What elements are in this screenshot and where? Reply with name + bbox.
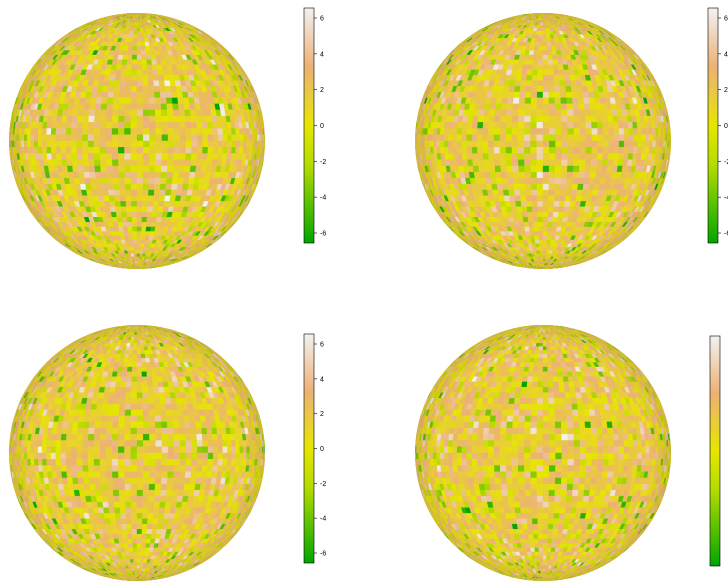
colorbar-tick-label: 4	[320, 376, 324, 383]
colorbar-tick-label: 6	[724, 16, 728, 23]
colorbar-tick-label: 6	[320, 342, 324, 349]
colorbar-tick-label: 6	[320, 16, 324, 23]
colorbar-tick-label: -4	[320, 195, 326, 202]
colorbar-tick-label: -6	[320, 231, 326, 238]
colorbar-tick-label: 0	[320, 446, 324, 453]
colorbar-gradient	[707, 7, 719, 244]
colorbar-tick-label: 4	[320, 51, 324, 58]
sphere-shading	[9, 13, 265, 269]
colorbar-4	[709, 335, 721, 567]
colorbar-tick-label: 4	[724, 51, 728, 58]
colorbar-tick-label: -4	[724, 195, 728, 202]
sphere-panel-1: 6 4 2 0 -2 -4 -6	[9, 7, 326, 269]
colorbar-tick-label: -2	[724, 159, 728, 166]
sphere-panel-4	[415, 325, 721, 581]
sphere-heatmap-2	[415, 13, 671, 269]
colorbar-tick-label: 2	[724, 87, 728, 94]
colorbar-tick-label: 2	[320, 87, 324, 94]
sphere-heatmap-4	[415, 325, 671, 581]
colorbar-tick-label: -2	[320, 481, 326, 488]
colorbar-tick-label: -2	[320, 159, 326, 166]
colorbar-tick-label: 0	[320, 123, 324, 130]
sphere-panel-3: 6 4 2 0 -2 -4 -6	[9, 325, 326, 581]
colorbar-3: 6 4 2 0 -2 -4 -6	[303, 333, 326, 564]
colorbar-gradient	[303, 333, 315, 564]
colorbar-tick-label: -4	[320, 516, 326, 523]
colorbar-tick-label: -6	[320, 551, 326, 558]
sphere-heatmap-1	[9, 13, 265, 269]
colorbar-tick-label: -6	[724, 231, 728, 238]
colorbar-1: 6 4 2 0 -2 -4 -6	[303, 7, 326, 244]
colorbar-gradient	[709, 335, 721, 567]
colorbar-tick-label: 0	[724, 123, 728, 130]
colorbar-tick-label: 2	[320, 411, 324, 418]
sphere-shading	[415, 13, 671, 269]
sphere-shading	[9, 325, 265, 581]
sphere-panel-2: 6 4 2 0 -2 -4 -6	[415, 7, 728, 269]
sphere-shading	[415, 325, 671, 581]
colorbar-2: 6 4 2 0 -2 -4 -6	[707, 7, 728, 244]
colorbar-gradient	[303, 7, 315, 244]
sphere-heatmap-3	[9, 325, 265, 581]
